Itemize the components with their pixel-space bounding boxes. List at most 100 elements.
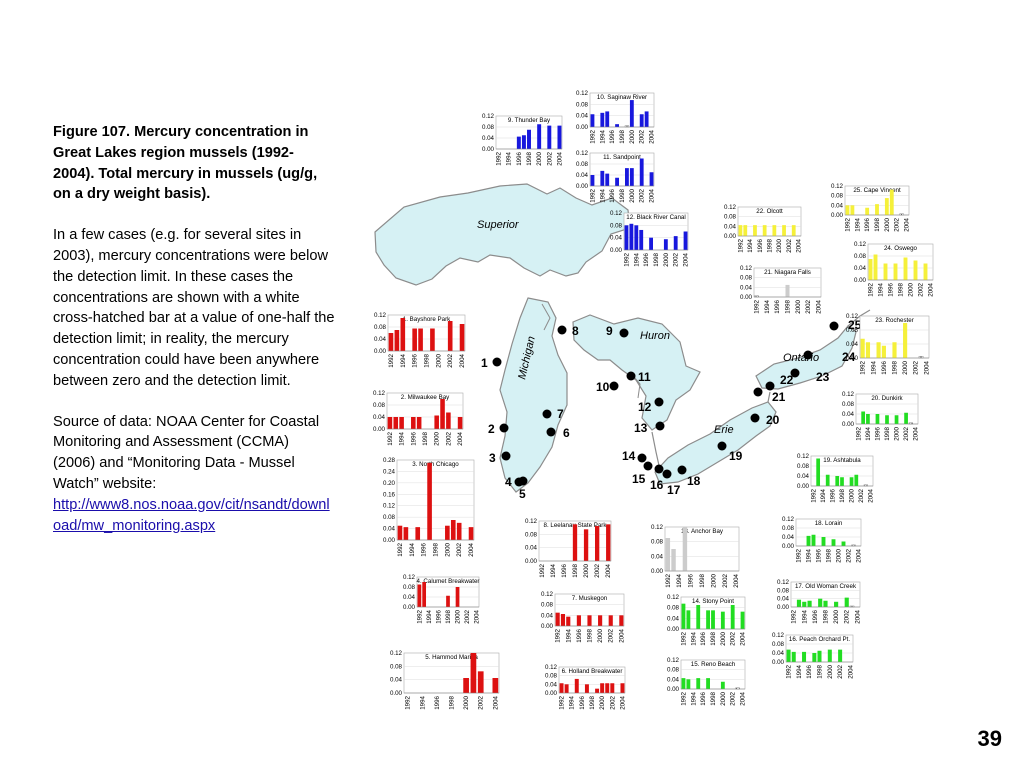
site-1-label: 1	[481, 356, 488, 370]
x-tick-label: 1992	[559, 695, 566, 709]
site-7-label: 7	[557, 407, 564, 421]
site-15-marker	[643, 461, 653, 471]
x-tick-label: 1998	[710, 691, 717, 705]
figure-caption: Figure 107. Mercury concentration in Gre…	[53, 124, 318, 203]
x-tick-label: 2000	[435, 353, 442, 367]
chart-20: 20. Dunkirk 0.00 0.04 0.08 0.12 1992 1994 1996 1…	[842, 391, 920, 441]
bar	[440, 399, 445, 429]
x-tick-label: 1996	[829, 488, 836, 502]
x-tick-label: 2002	[447, 353, 454, 367]
chart-6: 6. Holland Breakwater 0.00 0.040.08 0.12 199…	[545, 664, 627, 710]
y-tick-label: 0.04	[383, 526, 396, 533]
y-tick-label: 0.04	[782, 534, 795, 541]
bar	[865, 207, 870, 215]
x-tick-label: 2000	[444, 542, 451, 556]
y-tick-label: 0.08	[724, 214, 737, 221]
x-tick-label: 1998	[445, 609, 452, 623]
chart-title: 19. Ashtabula	[823, 457, 861, 464]
y-tick-label: 0.04	[576, 172, 589, 179]
bar	[574, 678, 579, 693]
bar	[835, 476, 840, 486]
chart-7: 7. Muskegon 0.00 0.04 0.08 0.12 1992 1994 1996 1…	[541, 591, 625, 643]
chart-title: 15. Reno Beach	[691, 661, 736, 668]
x-tick-label: 2002	[805, 299, 812, 313]
site-17-label: 17	[667, 483, 681, 497]
y-tick-label: 0.08	[854, 253, 867, 260]
bar	[463, 678, 469, 693]
chart-4: 4. Calumet Breakwater 0.00 0.04 0.08 0.12 199…	[403, 574, 481, 624]
chart-title: 20. Dunkirk	[871, 395, 903, 402]
source-link[interactable]: http://www8.nos.noaa.gov/cit/nsandt/down…	[53, 496, 330, 534]
bar	[629, 168, 634, 186]
site-19-label: 19	[729, 449, 743, 463]
bar	[516, 136, 521, 149]
site-10-marker	[609, 381, 619, 391]
bar	[417, 584, 422, 607]
x-tick-label: 2002	[594, 563, 601, 577]
x-tick-label: 1996	[561, 563, 568, 577]
niagara-river	[767, 391, 771, 403]
x-tick-label: 1994	[565, 628, 572, 642]
x-tick-label: 1994	[801, 609, 808, 623]
bar	[711, 610, 715, 629]
chart-2: 2. Milwaukee Bay 0.00 0.04 0.08 0.12 1992 1994…	[373, 390, 464, 446]
x-tick-label: 1992	[589, 129, 596, 143]
bar	[605, 173, 610, 186]
x-tick-label: 2000	[583, 563, 590, 577]
y-tick-label: 0.24	[383, 468, 396, 475]
x-tick-label: 2004	[649, 188, 656, 202]
y-tick-label: 0.00	[482, 146, 495, 153]
x-tick-label: 1998	[587, 628, 594, 642]
chart-18: 18. Lorain 0.00 0.04 0.08 0.12 1992 1994 1996 19…	[782, 516, 863, 563]
bar	[411, 417, 416, 429]
x-tick-label: 1992	[868, 282, 875, 296]
x-tick-label: 2000	[894, 426, 901, 440]
site-15-label: 15	[632, 472, 646, 486]
y-tick-label: 0.00	[797, 483, 810, 490]
y-tick-label: 0.08	[667, 605, 680, 612]
x-tick-label: 2000	[597, 628, 604, 642]
leelanau-shore	[541, 303, 551, 331]
x-tick-label: 1996	[412, 353, 419, 367]
x-tick-label: 2000	[795, 299, 802, 313]
bar	[806, 535, 811, 546]
x-tick-label: 2002	[608, 628, 615, 642]
y-tick-label: 0.12	[545, 664, 558, 671]
bar	[445, 525, 450, 540]
x-tick-label: 2002	[722, 573, 729, 587]
x-tick-label: 1992	[539, 563, 546, 577]
chart-title: 21. Niagara Falls	[764, 269, 811, 276]
bar	[430, 328, 435, 351]
chart-frame	[664, 526, 740, 572]
chart-1: 1. Bayshore Park 0.00 0.04 0.08 0.12 1992 1994…	[374, 312, 466, 368]
x-tick-label: 2000	[849, 488, 856, 502]
x-tick-label: 2004	[733, 573, 740, 587]
y-tick-label: 0.08	[541, 602, 554, 609]
bar	[470, 653, 477, 693]
x-tick-label: 1998	[785, 299, 792, 313]
y-tick-label: 0.04	[545, 681, 558, 688]
bar	[706, 678, 710, 689]
bar	[818, 598, 823, 607]
bar	[634, 225, 639, 250]
x-tick-label: 2000	[720, 691, 727, 705]
x-tick-label: 2004	[619, 695, 626, 709]
bar	[786, 649, 791, 662]
bar	[875, 204, 879, 215]
y-tick-label: 0.04	[667, 615, 680, 622]
bar	[903, 257, 908, 280]
x-tick-label: 2004	[815, 299, 822, 313]
y-tick-label: 0.00	[667, 686, 680, 693]
x-tick-label: 2002	[456, 542, 463, 556]
x-tick-label: 1992	[388, 353, 395, 367]
y-tick-label: 0.00	[842, 421, 855, 428]
x-tick-label: 1994	[550, 563, 557, 577]
x-tick-label: 1992	[680, 691, 687, 705]
chart-5: 5. Hammod Marina 0.00 0.04 0.08 0.12 1992 1994…	[390, 650, 499, 710]
x-tick-label: 2004	[740, 691, 747, 705]
chart-title: 16. Peach Orchard Pt.	[789, 636, 851, 643]
y-tick-label: 0.04	[772, 650, 785, 657]
